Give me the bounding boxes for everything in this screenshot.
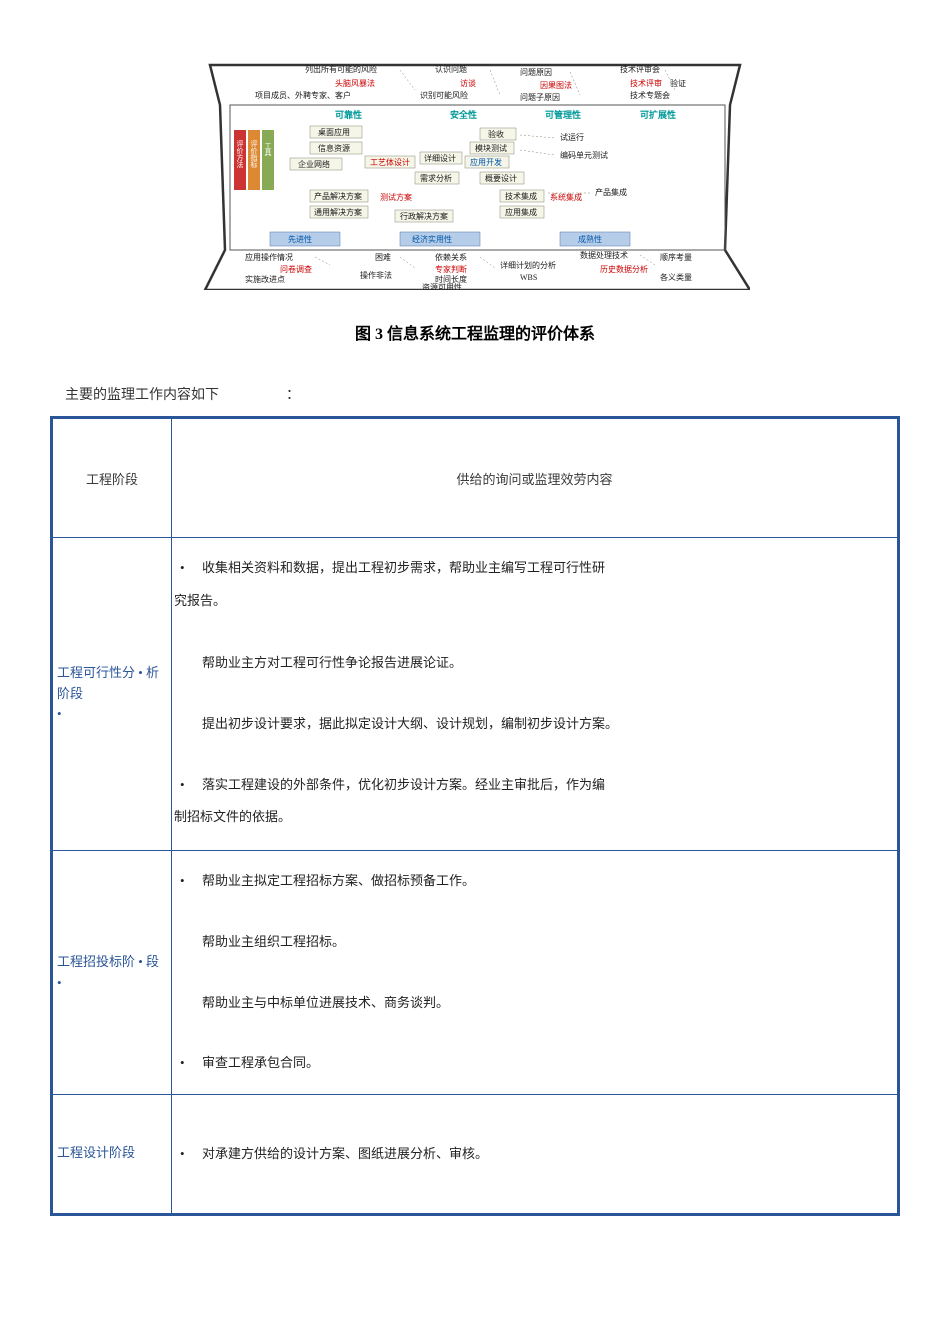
svg-text:列出所有可能的风险: 列出所有可能的风险 xyxy=(305,64,377,74)
svg-text:数据处理技术: 数据处理技术 xyxy=(580,250,628,260)
svg-text:可靠性: 可靠性 xyxy=(335,109,362,120)
figure-caption: 图 3 信息系统工程监理的评价体系 xyxy=(50,320,900,344)
svg-text:顺序考量: 顺序考量 xyxy=(660,252,692,262)
svg-text:技术评审会: 技术评审会 xyxy=(620,64,660,74)
svg-text:评价方法: 评价方法 xyxy=(236,140,244,169)
list-item-continuation: 制招标文件的依据。 xyxy=(172,801,897,850)
svg-text:操作非法: 操作非法 xyxy=(360,270,392,280)
svg-text:安全性: 安全性 xyxy=(450,109,477,120)
table-row: 工程可行性分 • 析阶段 ••收集相关资料和数据，提出工程初步需求，帮助业主编写… xyxy=(52,538,899,851)
table-header-row: 工程阶段 供给的询问或监理效劳内容 xyxy=(52,418,899,538)
svg-text:通用解决方案: 通用解决方案 xyxy=(314,207,362,217)
phase-cell: 工程设计阶段 xyxy=(52,1094,172,1214)
list-item-continuation: 究报告。 xyxy=(172,585,897,634)
svg-text:桌面应用: 桌面应用 xyxy=(318,127,350,137)
intro-text: 主要的监理工作内容如下 ： xyxy=(50,384,900,404)
svg-text:依赖关系: 依赖关系 xyxy=(435,252,467,262)
svg-text:可扩展性: 可扩展性 xyxy=(640,109,676,120)
svg-text:问卷调查: 问卷调查 xyxy=(280,264,312,274)
svg-text:经济实用性: 经济实用性 xyxy=(412,234,452,244)
bullet-icon: • xyxy=(180,773,185,798)
svg-text:信息资源: 信息资源 xyxy=(318,143,350,153)
list-item: •落实工程建设的外部条件，优化初步设计方案。经业主审批后，作为编 xyxy=(172,755,897,802)
svg-text:WBS: WBS xyxy=(520,273,537,282)
svg-text:问题原因: 问题原因 xyxy=(520,68,552,77)
phase-cell: 工程可行性分 • 析阶段 • xyxy=(52,538,172,851)
svg-text:专家判断: 专家判断 xyxy=(435,264,467,274)
svg-text:产品集成: 产品集成 xyxy=(595,187,627,197)
svg-text:各义类量: 各义类量 xyxy=(660,272,692,282)
svg-text:困难: 困难 xyxy=(375,252,391,262)
svg-text:系统集成: 系统集成 xyxy=(550,192,582,202)
svg-text:详细设计: 详细设计 xyxy=(424,153,456,163)
list-item: •对承建方供给的设计方案、图纸进展分析、审核。 xyxy=(172,1124,897,1185)
content-cell: •帮助业主拟定工程招标方案、做招标预备工作。帮助业主组织工程招标。帮助业主与中标… xyxy=(172,851,899,1095)
svg-text:评价指标: 评价指标 xyxy=(250,140,258,169)
svg-text:模块测试: 模块测试 xyxy=(475,143,507,153)
svg-text:验收: 验收 xyxy=(488,129,504,139)
svg-text:头脑风暴法: 头脑风暴法 xyxy=(335,78,375,88)
supervision-table: 工程阶段 供给的询问或监理效劳内容 工程可行性分 • 析阶段 ••收集相关资料和… xyxy=(50,416,900,1216)
svg-text:认识问题: 认识问题 xyxy=(435,64,467,74)
list-item: •审查工程承包合同。 xyxy=(172,1033,897,1094)
list-item: •收集相关资料和数据，提出工程初步需求，帮助业主编写工程可行性研 xyxy=(172,538,897,585)
svg-text:产品解决方案: 产品解决方案 xyxy=(314,191,362,201)
list-item: 提出初步设计要求，据此拟定设计大纲、设计规划，编制初步设计方案。 xyxy=(172,694,897,755)
svg-text:因果图法: 因果图法 xyxy=(540,80,572,90)
svg-text:技术专题会: 技术专题会 xyxy=(630,90,670,100)
intro-label: 主要的监理工作内容如下 xyxy=(65,388,219,403)
svg-text:详细计划的分析: 详细计划的分析 xyxy=(500,260,556,270)
svg-text:访谈: 访谈 xyxy=(460,78,476,88)
list-item: 帮助业主方对工程可行性争论报告进展论证。 xyxy=(172,633,897,694)
table-row: 工程招投标阶 • 段 ••帮助业主拟定工程招标方案、做招标预备工作。帮助业主组织… xyxy=(52,851,899,1095)
svg-text:可管理性: 可管理性 xyxy=(545,109,581,120)
evaluation-diagram: 列出所有可能的风险 头脑风暴法 项目成员、外聘专家、客户 认识问题 访谈 识别可… xyxy=(200,50,750,290)
svg-text:企业网络: 企业网络 xyxy=(298,159,330,169)
content-cell: •收集相关资料和数据，提出工程初步需求，帮助业主编写工程可行性研究报告。帮助业主… xyxy=(172,538,899,851)
svg-text:先进性: 先进性 xyxy=(288,234,312,244)
svg-text:技术集成: 技术集成 xyxy=(505,191,537,201)
svg-text:试运行: 试运行 xyxy=(560,132,584,142)
bullet-icon: • xyxy=(180,556,185,581)
header-phase: 工程阶段 xyxy=(52,418,172,538)
list-item: •帮助业主拟定工程招标方案、做招标预备工作。 xyxy=(172,851,897,912)
svg-text:测试方案: 测试方案 xyxy=(380,192,412,202)
table-row: 工程设计阶段•对承建方供给的设计方案、图纸进展分析、审核。 xyxy=(52,1094,899,1214)
svg-text:工具: 工具 xyxy=(264,142,272,157)
list-item: 帮助业主与中标单位进展技术、商务谈判。 xyxy=(172,973,897,1034)
content-cell: •对承建方供给的设计方案、图纸进展分析、审核。 xyxy=(172,1094,899,1214)
svg-text:验证: 验证 xyxy=(670,78,686,88)
bullet-icon: • xyxy=(180,869,185,894)
svg-text:应用操作情况: 应用操作情况 xyxy=(245,252,293,262)
svg-text:应用开发: 应用开发 xyxy=(470,157,502,167)
svg-text:实施改进点: 实施改进点 xyxy=(245,274,285,284)
list-item: 帮助业主组织工程招标。 xyxy=(172,912,897,973)
svg-text:概要设计: 概要设计 xyxy=(485,173,517,183)
svg-text:问题子原因: 问题子原因 xyxy=(520,93,560,102)
svg-text:项目成员、外聘专家、客户: 项目成员、外聘专家、客户 xyxy=(255,90,351,100)
svg-text:需求分析: 需求分析 xyxy=(420,173,452,183)
svg-text:编码单元测试: 编码单元测试 xyxy=(560,150,608,160)
intro-colon: ： xyxy=(286,388,300,403)
phase-cell: 工程招投标阶 • 段 • xyxy=(52,851,172,1095)
diagram-svg: 列出所有可能的风险 头脑风暴法 项目成员、外聘专家、客户 认识问题 访谈 识别可… xyxy=(200,50,750,290)
svg-text:识别可能风险: 识别可能风险 xyxy=(420,90,468,100)
svg-text:应用集成: 应用集成 xyxy=(505,207,537,217)
bullet-icon: • xyxy=(180,1051,185,1076)
header-content: 供给的询问或监理效劳内容 xyxy=(172,418,899,538)
svg-text:历史数据分析: 历史数据分析 xyxy=(600,264,648,274)
svg-text:行政解决方案: 行政解决方案 xyxy=(400,211,448,221)
svg-text:技术评审: 技术评审 xyxy=(630,78,662,88)
svg-text:资源可用性: 资源可用性 xyxy=(422,282,462,290)
bullet-icon: • xyxy=(180,1142,185,1167)
svg-text:成熟性: 成熟性 xyxy=(578,234,602,244)
svg-text:工艺体设计: 工艺体设计 xyxy=(370,157,410,167)
